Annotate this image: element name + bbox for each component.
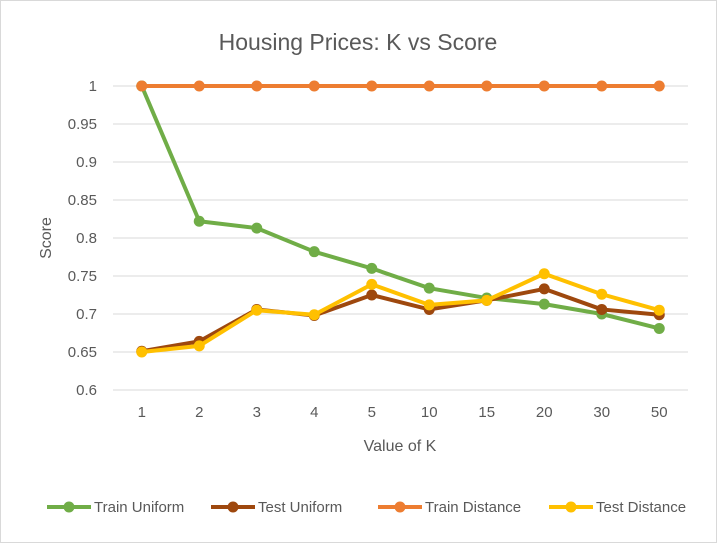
y-tick-label: 0.8 — [76, 230, 97, 247]
data-point — [423, 80, 435, 92]
data-point — [366, 262, 378, 274]
y-tick-label: 1 — [89, 78, 97, 95]
x-tick-label: 50 — [651, 404, 668, 421]
y-tick-label: 0.6 — [76, 382, 97, 399]
y-tick-label: 0.7 — [76, 306, 97, 323]
data-point — [251, 304, 263, 316]
data-point — [366, 289, 378, 301]
data-point — [193, 80, 205, 92]
data-point — [366, 80, 378, 92]
data-point — [481, 294, 493, 306]
data-point — [653, 80, 665, 92]
x-axis-title: Value of K — [364, 438, 437, 455]
legend-marker — [394, 501, 406, 513]
x-tick-label: 20 — [536, 404, 553, 421]
data-point — [251, 80, 263, 92]
y-tick-label: 0.85 — [68, 192, 97, 209]
y-axis-ticks: 0.6 0.65 0.7 0.75 0.8 0.85 0.9 0.95 1 — [68, 78, 97, 399]
series-line — [139, 84, 662, 331]
legend-marker — [63, 501, 75, 513]
x-tick-label: 4 — [310, 404, 318, 421]
data-point — [538, 298, 550, 310]
series-group — [136, 80, 665, 358]
data-point — [193, 215, 205, 227]
legend-marker — [227, 501, 239, 513]
series-line — [139, 286, 662, 354]
legend: Train Uniform Test Uniform Train Distance T… — [47, 499, 686, 516]
data-point — [308, 80, 320, 92]
data-point — [653, 322, 665, 334]
data-point — [596, 80, 608, 92]
legend-label: Test Distance — [596, 499, 686, 516]
data-point — [423, 282, 435, 294]
x-tick-label: 10 — [421, 404, 438, 421]
data-point — [366, 278, 378, 290]
x-tick-label: 15 — [478, 404, 495, 421]
data-point — [538, 268, 550, 280]
data-point — [423, 299, 435, 311]
y-tick-label: 0.9 — [76, 154, 97, 171]
chart-title: Housing Prices: K vs Score — [219, 29, 498, 55]
y-tick-label: 0.65 — [68, 344, 97, 361]
data-point — [653, 304, 665, 316]
x-tick-label: 3 — [253, 404, 261, 421]
legend-marker — [565, 501, 577, 513]
data-point — [136, 346, 148, 358]
data-point — [538, 80, 550, 92]
data-point — [308, 246, 320, 258]
x-tick-label: 2 — [195, 404, 203, 421]
x-tick-label: 30 — [593, 404, 610, 421]
data-point — [481, 80, 493, 92]
data-point — [136, 80, 148, 92]
legend-label: Train Uniform — [94, 499, 184, 516]
series-line — [139, 271, 662, 354]
data-point — [538, 283, 550, 295]
legend-label: Test Uniform — [258, 499, 342, 516]
x-tick-label: 5 — [368, 404, 376, 421]
x-axis-ticks: 1 2 3 4 5 10 15 20 30 50 — [138, 404, 668, 421]
data-point — [596, 303, 608, 315]
y-tick-label: 0.95 — [68, 116, 97, 133]
legend-label: Train Distance — [425, 499, 521, 516]
y-tick-label: 0.75 — [68, 268, 97, 285]
data-point — [193, 340, 205, 352]
y-axis-title: Score — [38, 217, 55, 259]
x-tick-label: 1 — [138, 404, 146, 421]
data-point — [596, 288, 608, 300]
data-point — [251, 222, 263, 234]
data-point — [308, 309, 320, 321]
